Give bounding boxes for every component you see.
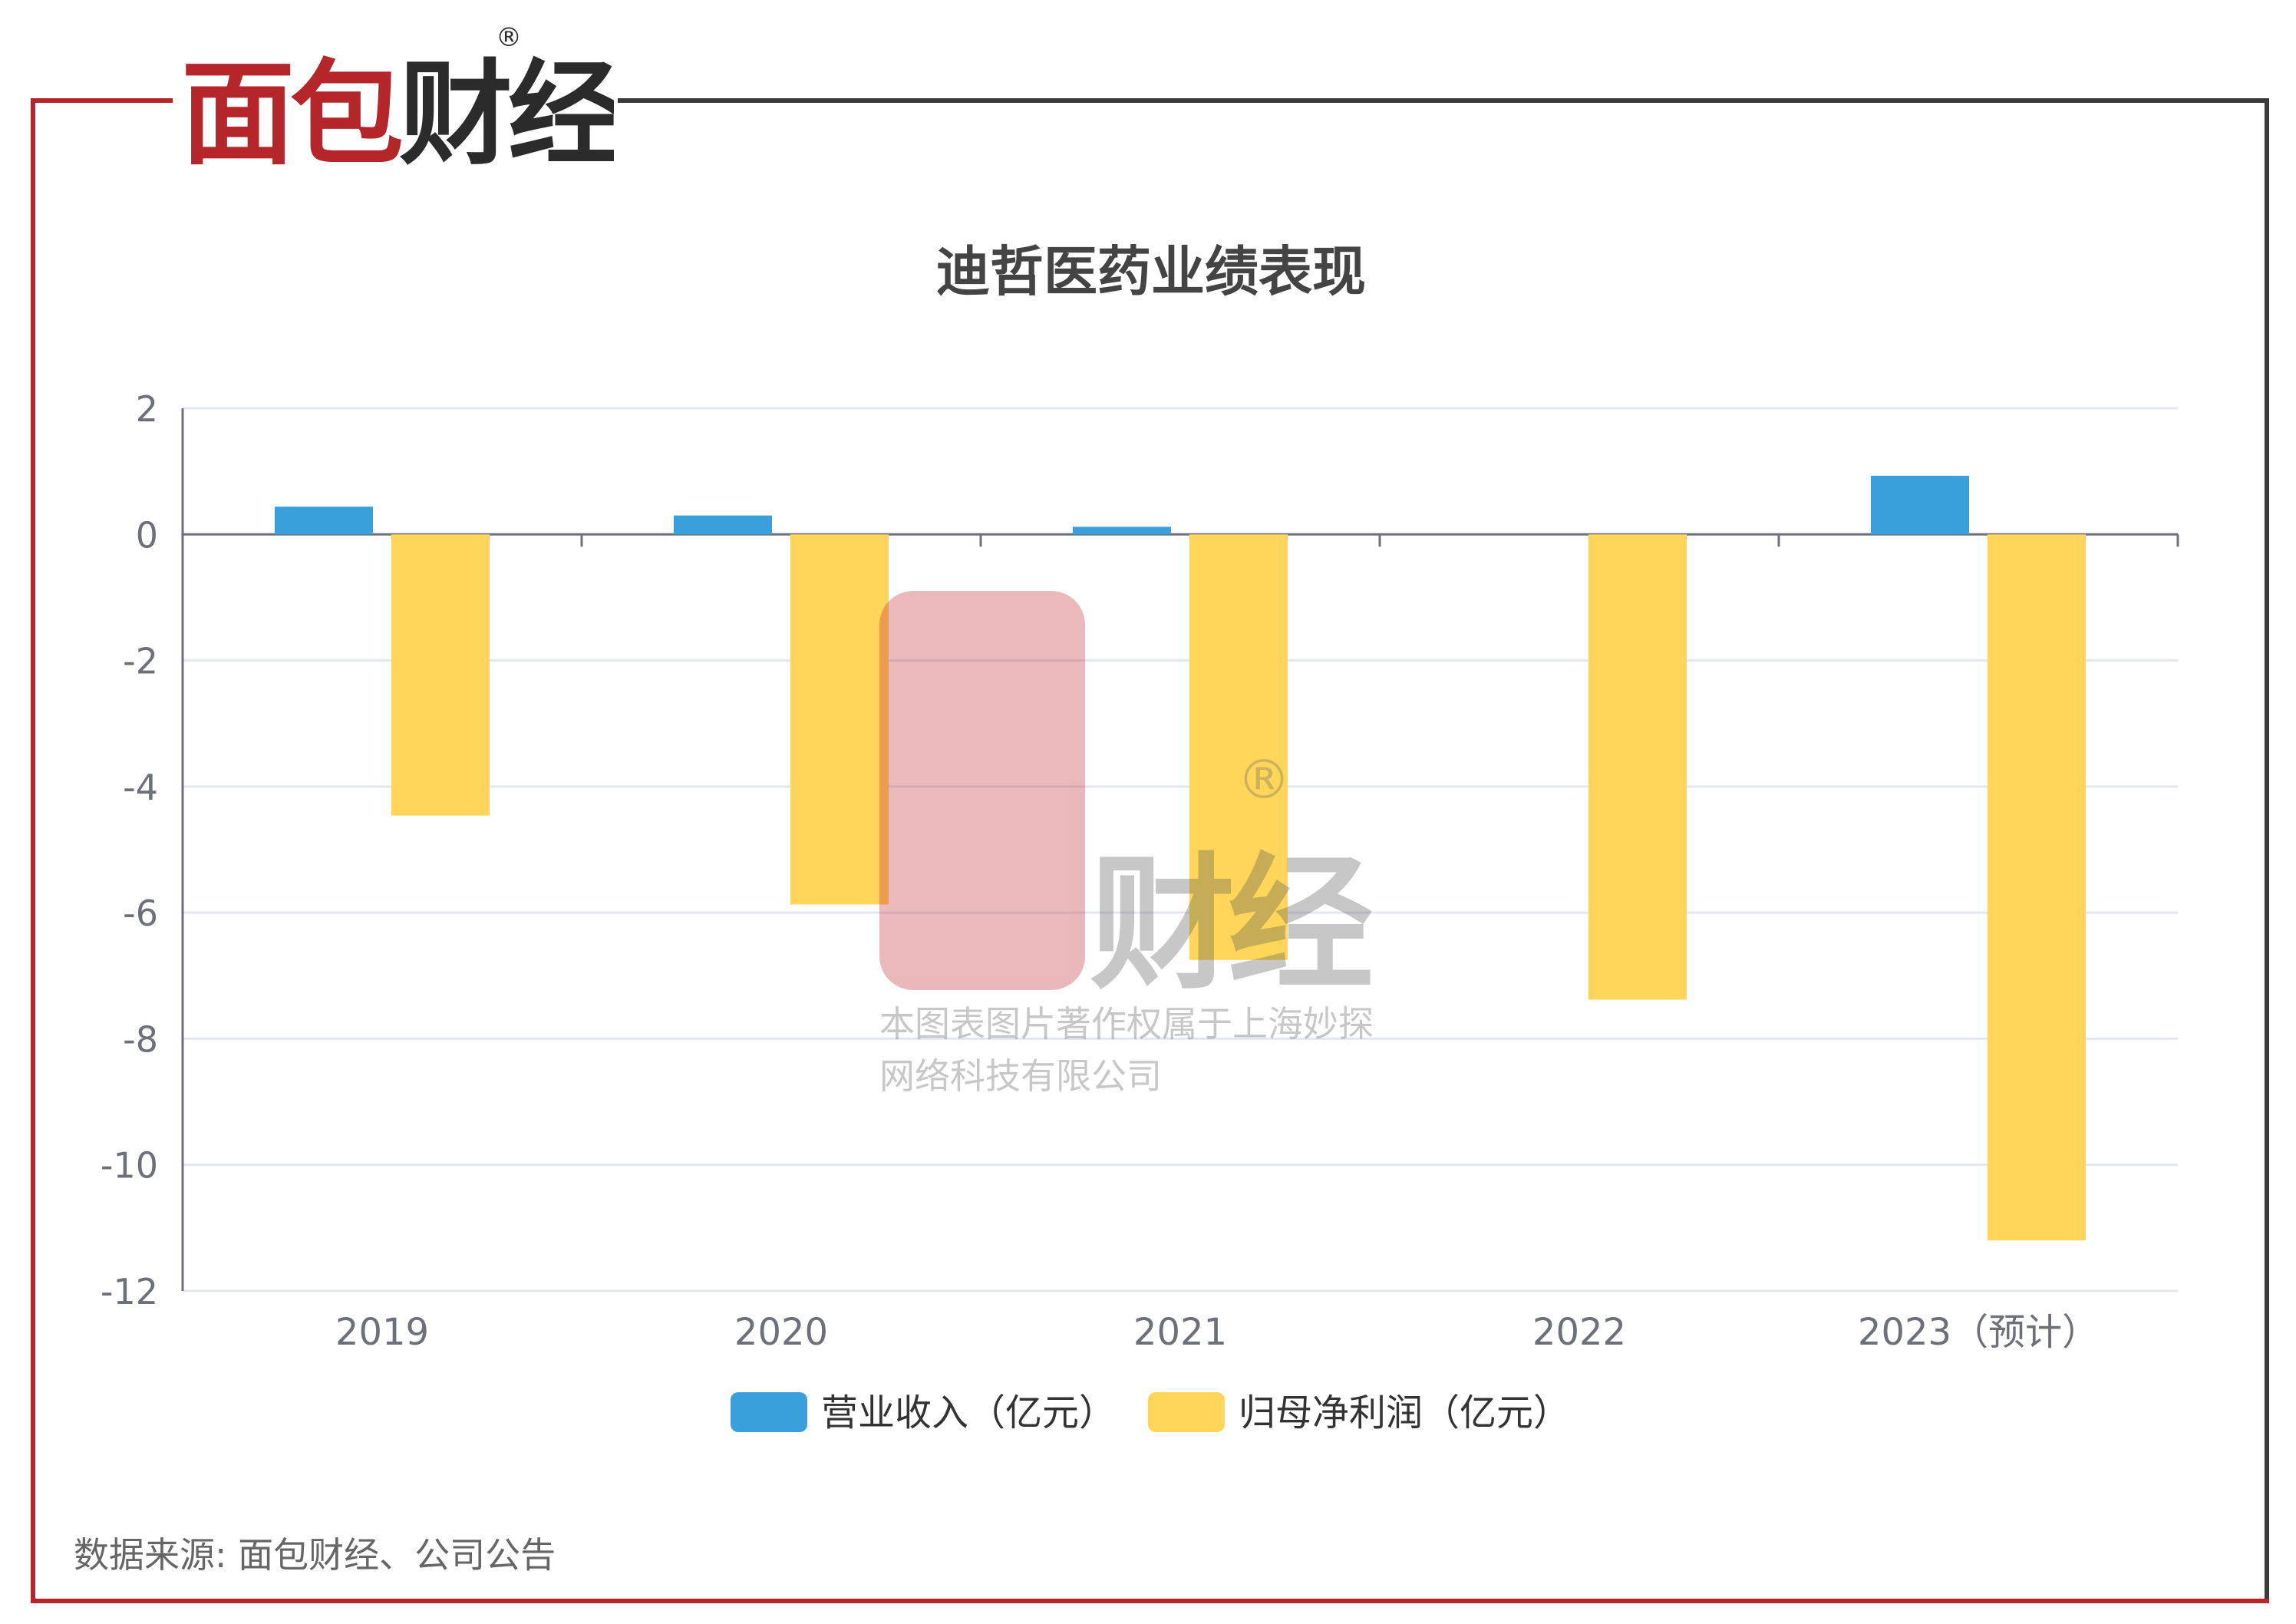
x-tick-label: 2023（预计） xyxy=(1858,1311,2099,1354)
data-source-note: 数据来源: 面包财经、公司公告 xyxy=(74,1534,556,1576)
y-tick-label: -2 xyxy=(123,641,158,682)
y-axis: 2 0 -2 -4 -6 -8 -10 -12 xyxy=(101,388,184,1312)
watermark-line2: 网络科技有限公司 xyxy=(879,1055,1162,1097)
bar-revenue xyxy=(674,515,772,535)
watermark-logo-text: 财经 xyxy=(1090,840,1372,1009)
watermark-line1: 本图表图片著作权属于上海妙探 xyxy=(879,1003,1374,1045)
bar-net-profit xyxy=(1988,534,2086,1241)
frame-right xyxy=(2265,98,2269,1603)
bar-net-profit xyxy=(1588,534,1687,1000)
bar-net-profit xyxy=(790,534,889,905)
y-tick-label: 0 xyxy=(136,514,158,556)
bar-revenue xyxy=(1073,526,1171,535)
legend: 营业收入（亿元） 归母净利润（亿元） xyxy=(731,1391,1570,1434)
watermark-registered-mark: ® xyxy=(1237,748,1291,811)
bar-net-profit xyxy=(391,534,490,816)
x-tick-label: 2020 xyxy=(734,1311,828,1354)
bar-revenue xyxy=(275,507,373,535)
x-tick-label: 2022 xyxy=(1532,1311,1626,1354)
frame-top-left-red xyxy=(31,98,173,103)
frame-left xyxy=(31,98,35,1603)
y-tick-label: -4 xyxy=(123,767,158,808)
y-tick-label: 2 xyxy=(136,388,158,430)
brand-logo-text: 面包 xyxy=(181,48,401,167)
bar-net-profit xyxy=(1189,534,1288,960)
bar-revenue xyxy=(1871,475,1969,535)
y-tick-label: -8 xyxy=(123,1018,158,1060)
watermark-logo-block xyxy=(879,591,1085,990)
brand-logo-text-dark: 财经 xyxy=(399,48,614,167)
watermark: 财经 ® 本图表图片著作权属于上海妙探 网络科技有限公司 xyxy=(879,591,1380,1097)
y-tick-label: -6 xyxy=(123,893,158,934)
frame-bottom xyxy=(31,1599,2269,1603)
x-axis: 2019 2020 2021 2022 2023（预计） xyxy=(181,533,2179,1354)
legend-swatch xyxy=(1148,1392,1225,1432)
frame-top-right-dark xyxy=(618,98,2269,103)
legend-label: 归母净利润（亿元） xyxy=(1239,1391,1570,1434)
y-tick-label: -12 xyxy=(101,1271,158,1312)
x-tick-label: 2019 xyxy=(335,1311,429,1354)
chart-title: 迪哲医药业绩表现 xyxy=(936,240,1366,303)
legend-label: 营业收入（亿元） xyxy=(821,1391,1116,1434)
y-tick-label: -10 xyxy=(101,1145,158,1187)
grid-lines xyxy=(183,407,2178,1292)
x-tick-label: 2021 xyxy=(1133,1311,1227,1354)
legend-swatch xyxy=(731,1392,807,1432)
brand-logo: 面包 财经 ® xyxy=(181,22,614,167)
brand-registered-mark: ® xyxy=(496,22,522,53)
bars xyxy=(275,475,2086,1241)
